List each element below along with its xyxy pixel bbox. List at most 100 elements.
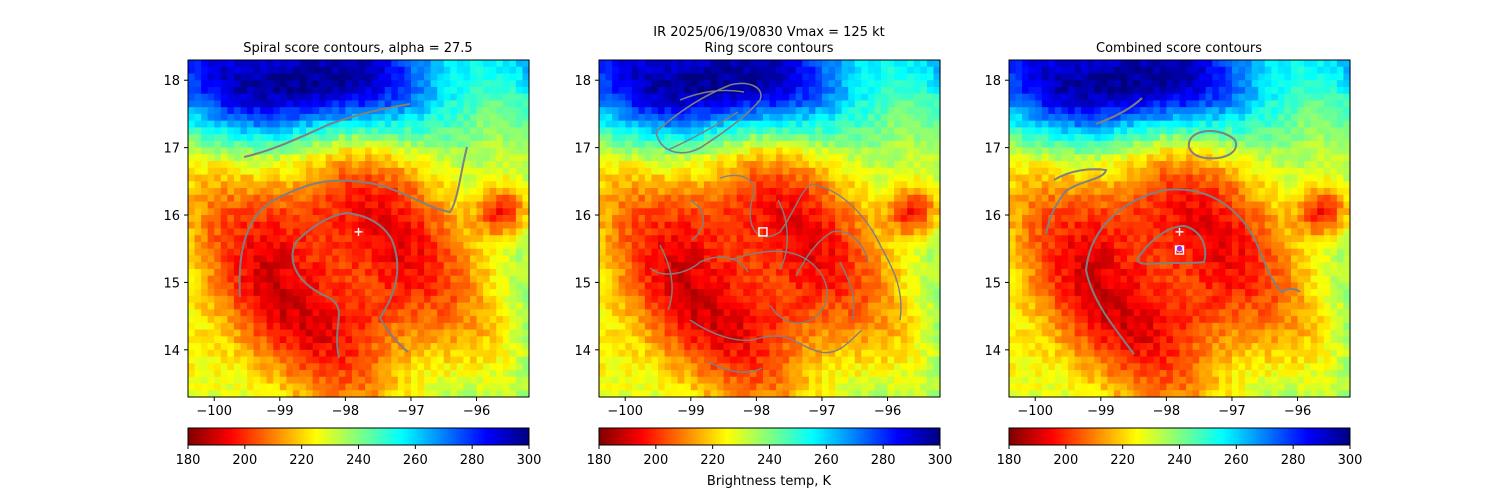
heatmap-cell (345, 80, 353, 88)
heatmap-cell (207, 147, 215, 155)
heatmap-cell (378, 215, 386, 223)
heatmap-cell (880, 356, 889, 364)
heatmap-cell (644, 241, 653, 250)
heatmap-cell (233, 282, 242, 290)
heatmap-cell (299, 221, 307, 230)
heatmap-cell (625, 113, 633, 122)
heatmap-cell (207, 309, 215, 317)
heatmap-cell (279, 322, 287, 331)
heatmap-cell (456, 268, 465, 277)
heatmap-cell (828, 167, 836, 176)
heatmap-cell (841, 100, 849, 108)
heatmap-cell (828, 356, 836, 364)
heatmap-cell (476, 329, 484, 337)
heatmap-cell (605, 262, 613, 270)
heatmap-cell (749, 60, 757, 68)
heatmap-cell (469, 154, 478, 162)
heatmap-cell (710, 343, 718, 351)
heatmap-cell (723, 208, 731, 216)
heatmap-cell (743, 262, 751, 270)
heatmap-cell (286, 215, 294, 223)
heatmap-cell (430, 275, 438, 284)
heatmap-cell (489, 343, 497, 351)
heatmap-cell (808, 336, 817, 344)
heatmap-cell (358, 343, 366, 351)
heatmap-cell (253, 309, 261, 317)
heatmap-cell (618, 282, 626, 290)
panel-title: Spiral score contours, alpha = 27.5 (243, 41, 472, 56)
heatmap-cell (456, 255, 465, 263)
heatmap-cell (299, 322, 307, 331)
heatmap-cell (279, 188, 287, 196)
heatmap-cell (469, 221, 478, 230)
heatmap-cell (743, 93, 751, 102)
heatmap-cell (338, 309, 346, 317)
heatmap-cell (913, 174, 921, 182)
heatmap-cell (319, 356, 327, 364)
heatmap-cell (233, 390, 242, 398)
heatmap-cell (867, 154, 876, 162)
heatmap-cell (437, 80, 445, 88)
heatmap-cell (684, 201, 692, 209)
heatmap-cell (782, 147, 790, 155)
heatmap-cell (743, 241, 751, 250)
heatmap-cell (828, 268, 836, 277)
heatmap-cell (651, 188, 659, 196)
heatmap-cell (338, 113, 346, 122)
heatmap-cell (920, 80, 928, 88)
heatmap-cell (684, 208, 692, 216)
heatmap-cell (625, 60, 633, 68)
heatmap-cell (260, 60, 268, 68)
heatmap-cell (926, 295, 935, 304)
heatmap-cell (815, 107, 823, 115)
heatmap-cell (266, 194, 274, 203)
heatmap-cell (631, 248, 639, 257)
heatmap-cell (671, 174, 679, 182)
heatmap-cell (312, 194, 320, 203)
heatmap-cell (631, 262, 639, 270)
heatmap-cell (201, 322, 209, 331)
heatmap-cell (332, 336, 340, 344)
heatmap-cell (384, 255, 392, 263)
heatmap-cell (612, 140, 620, 149)
heatmap-cell (240, 356, 248, 364)
heatmap-cell (926, 134, 935, 142)
heatmap-cell (854, 316, 862, 324)
heatmap-cell (476, 73, 484, 81)
heatmap-cell (631, 174, 639, 182)
heatmap-cell (214, 255, 222, 263)
heatmap-cell (677, 140, 685, 149)
heatmap-cell (496, 167, 504, 176)
heatmap-cell (437, 275, 445, 284)
heatmap-cell (749, 302, 757, 310)
heatmap-cell (247, 343, 255, 351)
heatmap-cell (201, 93, 209, 102)
heatmap-cell (319, 370, 327, 378)
heatmap-cell (496, 248, 504, 257)
heatmap-cell (730, 147, 738, 155)
heatmap-cell (404, 113, 412, 122)
heatmap-cell (638, 221, 646, 230)
heatmap-cell (802, 329, 810, 337)
heatmap-cell (410, 60, 419, 68)
heatmap-cell (463, 329, 471, 337)
heatmap-cell (749, 188, 757, 196)
heatmap-cell (496, 140, 504, 149)
heatmap-cell (743, 255, 751, 263)
heatmap-cell (697, 66, 705, 75)
heatmap-cell (345, 289, 353, 297)
heatmap-cell (631, 201, 639, 209)
heatmap-cell (926, 282, 935, 290)
heatmap-cell (618, 275, 626, 284)
heatmap-cell (476, 194, 484, 203)
heatmap-cell (483, 316, 491, 324)
heatmap-cell (358, 66, 366, 75)
heatmap-cell (338, 100, 346, 108)
heatmap-cell (854, 107, 862, 115)
heatmap-cell (273, 113, 281, 122)
heatmap-cell (913, 322, 921, 331)
heatmap-cell (266, 255, 274, 263)
heatmap-cell (808, 235, 817, 243)
heatmap-cell (730, 343, 738, 351)
heatmap-cell (795, 221, 803, 230)
